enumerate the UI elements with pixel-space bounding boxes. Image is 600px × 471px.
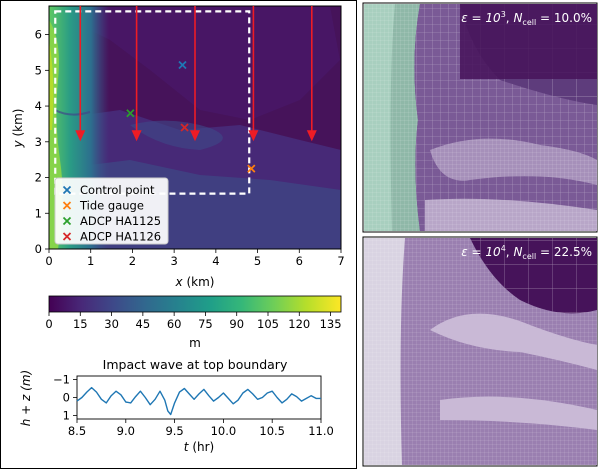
map-y-tick-label: 1 <box>35 206 42 220</box>
colorbar-tick-label: 0 <box>45 317 52 331</box>
colorbar-tick-label: 135 <box>320 317 342 331</box>
marker-adcp-ha1126 <box>180 123 189 132</box>
colorbar-tick-label: 60 <box>167 317 182 331</box>
legend-entry: ADCP HA1126 <box>62 230 161 244</box>
legend-label: ADCP HA1126 <box>80 230 161 244</box>
inflow-arrow <box>248 6 259 142</box>
wave-x-axis-label: t (hr) <box>184 440 214 454</box>
legend-label: ADCP HA1125 <box>80 214 161 228</box>
colorbar-tick-label: 120 <box>288 317 310 331</box>
inset-bottom-label: ε = 104, Ncell = 22.5% <box>461 244 592 261</box>
colorbar-tick-label: 30 <box>104 317 119 331</box>
legend-label: Tide gauge <box>79 199 144 213</box>
legend-entry: ADCP HA1125 <box>62 214 161 228</box>
inflow-arrow <box>306 6 317 142</box>
wave-y-tick-label: −1 <box>53 373 70 387</box>
marker-tide-gauge <box>247 164 256 173</box>
map-x-tick-label: 0 <box>45 254 52 268</box>
marker-control-point <box>178 60 187 70</box>
map-x-tick-label: 2 <box>129 254 136 268</box>
map-x-axis-label: x (km) <box>175 275 215 289</box>
wave-y-tick-label: 1 <box>63 408 70 422</box>
map-y-axis-label: y (km) <box>11 109 25 149</box>
colorbar-tick-label: 105 <box>257 317 279 331</box>
map-y-tick-label: 0 <box>35 242 42 256</box>
map-y-tick-label: 4 <box>35 99 42 113</box>
wave-x-tick-label: 9.0 <box>117 424 135 438</box>
wave-axes-frame <box>76 375 322 420</box>
colorbar-tick-label: 45 <box>136 317 151 331</box>
legend-label: Control point <box>80 183 155 197</box>
inflow-arrow <box>190 6 200 142</box>
colorbar-tick-label: 15 <box>73 317 88 331</box>
inflow-arrow <box>131 6 142 142</box>
map-x-tick-label: 4 <box>212 254 219 268</box>
wave-x-tick-label: 10.5 <box>259 424 285 438</box>
mesh-inset-top <box>364 4 597 231</box>
map-y-tick-label: 2 <box>35 171 42 185</box>
wave-x-tick-label: 11.0 <box>308 424 334 438</box>
colorbar-unit-label: m <box>189 336 201 350</box>
wave-x-tick-label: 8.5 <box>68 424 86 438</box>
wave-x-tick-label: 9.5 <box>165 424 183 438</box>
marker-adcp-ha1125 <box>126 109 135 118</box>
inset-top-label: ε = 103, Ncell = 10.0% <box>461 10 592 27</box>
colorbar-tick-label: 75 <box>198 317 213 331</box>
colorbar <box>48 295 342 313</box>
wave-series-line <box>76 386 321 416</box>
left-frame <box>0 0 357 469</box>
map-x-tick-label: 5 <box>254 254 261 268</box>
map-x-tick-label: 6 <box>296 254 303 268</box>
legend-entry: Control point <box>62 183 155 197</box>
mesh-inset-bottom <box>364 238 597 465</box>
colorbar-tick-label: 90 <box>229 317 244 331</box>
map-y-tick-label: 6 <box>35 28 42 42</box>
map-y-tick-label: 3 <box>35 135 42 149</box>
wave-y-tick-label: 0 <box>63 391 70 405</box>
legend-entry: Tide gauge <box>62 199 144 213</box>
wave-x-tick-label: 10.0 <box>211 424 237 438</box>
wave-y-axis-label: h + z (m) <box>19 370 33 426</box>
map-x-tick-label: 1 <box>87 254 94 268</box>
map-x-tick-label: 7 <box>337 254 344 268</box>
map-y-tick-label: 5 <box>35 63 42 77</box>
map-x-tick-label: 3 <box>170 254 177 268</box>
inflow-arrow <box>75 6 86 142</box>
wave-chart-title: Impact wave at top boundary <box>103 357 288 372</box>
